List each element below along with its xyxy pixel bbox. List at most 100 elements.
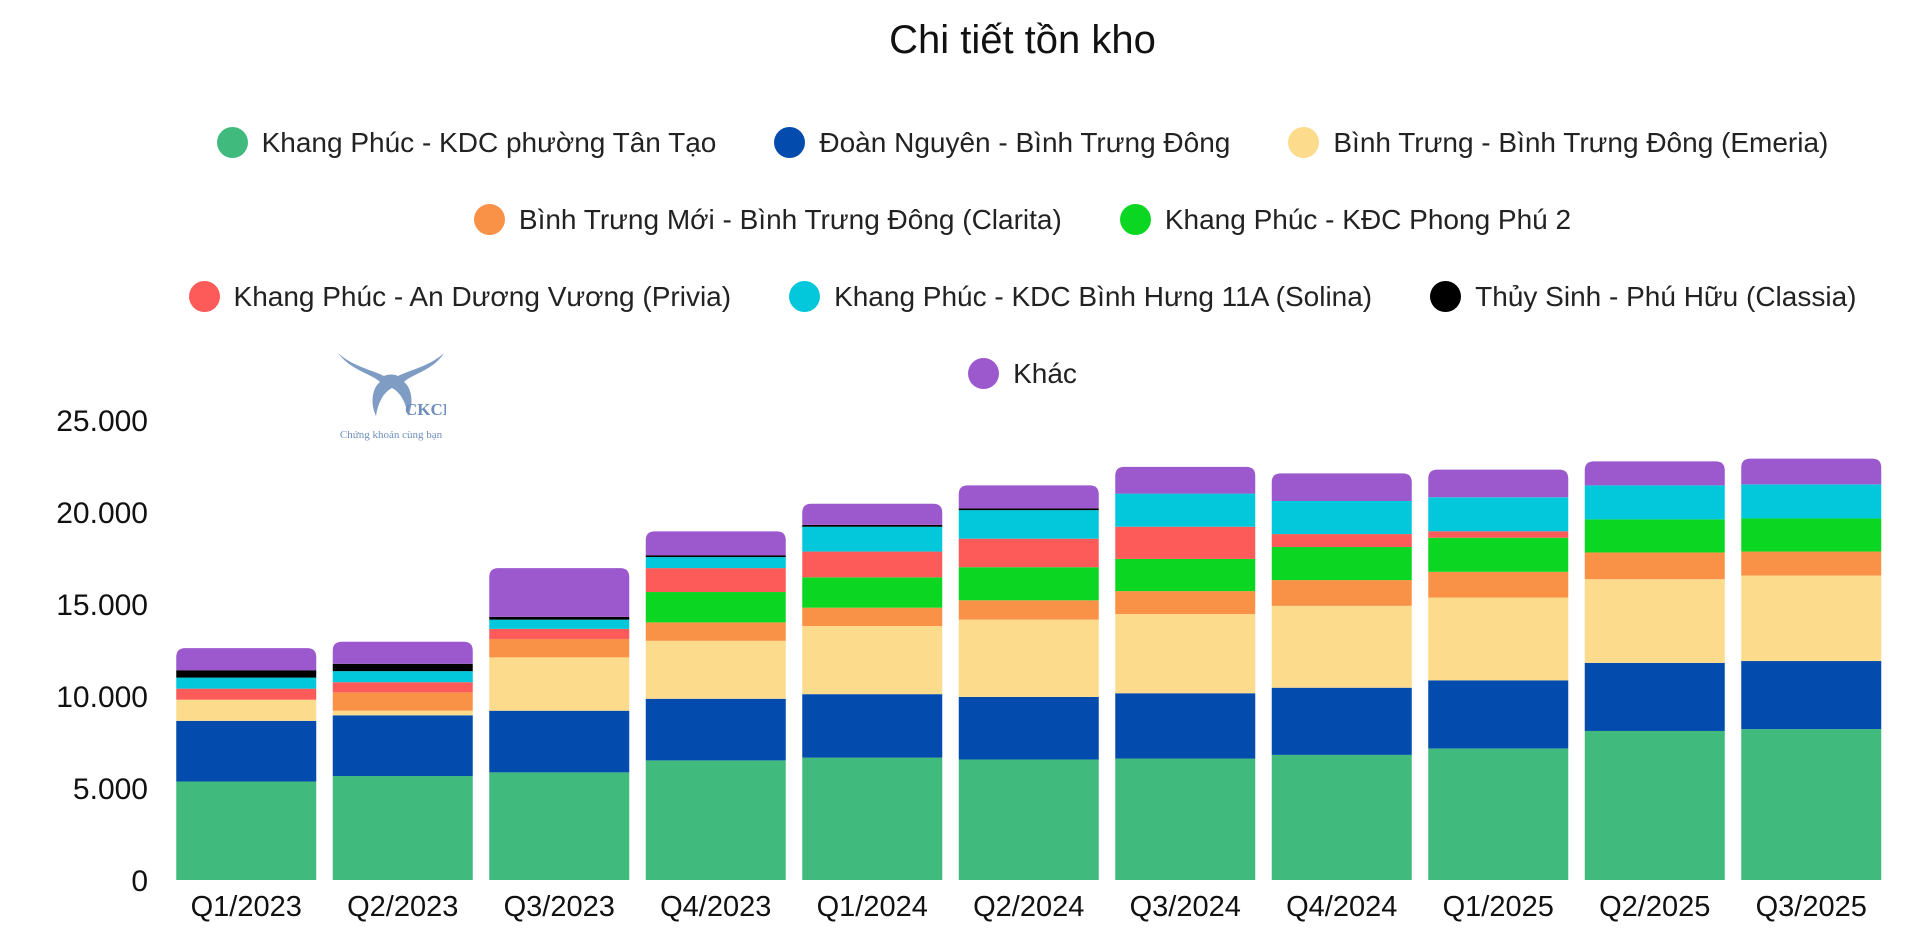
bar-segment (1428, 469, 1569, 498)
legend: Khang Phúc - KDC phường Tân Tạo Đoàn Nguy… (0, 104, 1907, 412)
bar-segment (645, 592, 786, 623)
bar-segment (1428, 497, 1569, 532)
legend-swatch-icon (968, 358, 1000, 389)
bar-segment (1428, 531, 1569, 538)
x-tick-label: Q2/2023 (347, 891, 458, 923)
legend-item[interactable]: Đoàn Nguyên - Bình Trưng Đông (774, 127, 1230, 159)
x-tick-label: Q3/2024 (1130, 891, 1241, 923)
bar-segment (332, 710, 473, 716)
bar-segment (176, 688, 317, 700)
bar-segment (958, 619, 1099, 697)
bar-segment (332, 776, 473, 880)
bar-segment (1584, 552, 1725, 580)
bar-segment (1741, 575, 1882, 662)
bar-segment (958, 485, 1099, 509)
bar-segment (1584, 485, 1725, 520)
watermark-subtitle: Chứng khoán cùng bạn (340, 429, 443, 441)
y-tick-label: 25.000 (56, 405, 148, 438)
bar-segment (645, 698, 786, 761)
x-tick-label: Q4/2024 (1286, 891, 1397, 923)
bar-segment (802, 694, 943, 758)
chart-title: Chi tiết tồn kho (889, 18, 1156, 62)
bar-segment (645, 568, 786, 593)
bar-segment (645, 557, 786, 569)
bar-segment (489, 616, 630, 620)
legend-label: Bình Trưng - Bình Trưng Đông (Emeria) (1333, 126, 1829, 158)
bar-segment (1428, 597, 1569, 681)
bar-segment (958, 508, 1099, 511)
bar-segment (1115, 614, 1256, 694)
bar-segment (645, 640, 786, 699)
legend-swatch-icon (774, 127, 806, 158)
bar-segment (1271, 546, 1412, 581)
bar-segment (332, 682, 473, 693)
legend-item[interactable]: Khang Phúc - KDC Bình Hưng 11A (Solina) (789, 281, 1372, 313)
bar-segment (1271, 605, 1412, 688)
bar-segment (802, 757, 943, 880)
bar-segment (332, 641, 473, 664)
bar-segment (176, 677, 317, 689)
bars-layer (176, 458, 1882, 880)
bar-segment (1741, 484, 1882, 519)
legend-swatch-icon (188, 281, 220, 312)
bar-segment (1428, 748, 1569, 880)
legend-label: Khang Phúc - KDC phường Tân Tạo (261, 126, 717, 158)
bar-segment (1741, 518, 1882, 552)
y-tick-label: 5.000 (73, 773, 148, 806)
legend-row: Bình Trưng Mới - Bình Trưng Đông (Clarit… (0, 181, 1907, 258)
bar-segment (1428, 537, 1569, 572)
x-tick-label: Q1/2023 (191, 891, 302, 923)
bar-segment (645, 531, 786, 556)
x-axis-ticks: Q1/2023 Q2/2023 Q3/2023 Q4/2023 Q1/2024 Q2/20… (191, 891, 1867, 923)
bar-segment (1115, 591, 1256, 615)
legend-item[interactable]: Thủy Sinh - Phú Hữu (Classia) (1430, 281, 1856, 313)
bar-segment (1584, 519, 1725, 553)
bar-segment (1741, 729, 1882, 880)
legend-item[interactable]: Bình Trưng Mới - Bình Trưng Đông (Clarit… (473, 203, 1062, 236)
bar-segment (958, 696, 1099, 760)
bar-segment (1115, 758, 1256, 880)
x-tick-label: Q2/2025 (1599, 891, 1710, 923)
bar-segment (1115, 693, 1256, 759)
bar-segment (1584, 579, 1725, 663)
legend-swatch-icon (789, 281, 821, 312)
bar-segment (489, 772, 630, 880)
bar-segment (1271, 500, 1412, 535)
bar-segment (176, 670, 317, 678)
x-tick-label: Q2/2024 (973, 891, 1084, 923)
bar-segment (802, 526, 943, 552)
bar-segment (489, 628, 630, 639)
legend-swatch-icon (1430, 281, 1462, 312)
legend-label: Khang Phúc - An Dương Vương (Privia) (233, 280, 732, 312)
bar-segment (1271, 754, 1412, 880)
bar-segment (1741, 551, 1882, 576)
bar-segment (332, 671, 473, 683)
bar-segment (1584, 662, 1725, 731)
legend-item[interactable]: Khác (968, 358, 1077, 390)
bar-segment (176, 720, 317, 782)
bar-segment (802, 551, 943, 578)
legend-label: Thủy Sinh - Phú Hữu (Classia) (1475, 280, 1857, 312)
bar-segment (1271, 473, 1412, 501)
bar-segment (645, 555, 786, 558)
bar-segment (1428, 680, 1569, 749)
legend-item[interactable]: Khang Phúc - An Dương Vương (Privia) (188, 280, 732, 313)
legend-swatch-icon (473, 204, 505, 235)
x-tick-label: Q3/2025 (1756, 891, 1867, 923)
legend-label: Bình Trưng Mới - Bình Trưng Đông (Clarit… (518, 203, 1062, 235)
bar-segment (802, 607, 943, 627)
legend-item[interactable]: Bình Trưng - Bình Trưng Đông (Emeria) (1288, 127, 1828, 159)
bar-segment (1115, 466, 1256, 494)
bar-segment (1741, 458, 1882, 485)
legend-label: Khang Phúc - KĐC Phong Phú 2 (1164, 203, 1572, 235)
legend-item[interactable]: Khang Phúc - KĐC Phong Phú 2 (1119, 203, 1572, 236)
bar-segment (802, 577, 943, 608)
y-tick-label: 20.000 (56, 497, 148, 530)
x-tick-label: Q4/2023 (660, 891, 771, 923)
bar-segment (1584, 461, 1725, 486)
bar-segment (1428, 571, 1569, 598)
bar-segment (802, 503, 943, 525)
legend-item[interactable]: Khang Phúc - KDC phường Tân Tạo (216, 126, 717, 159)
bar-segment (958, 759, 1099, 880)
